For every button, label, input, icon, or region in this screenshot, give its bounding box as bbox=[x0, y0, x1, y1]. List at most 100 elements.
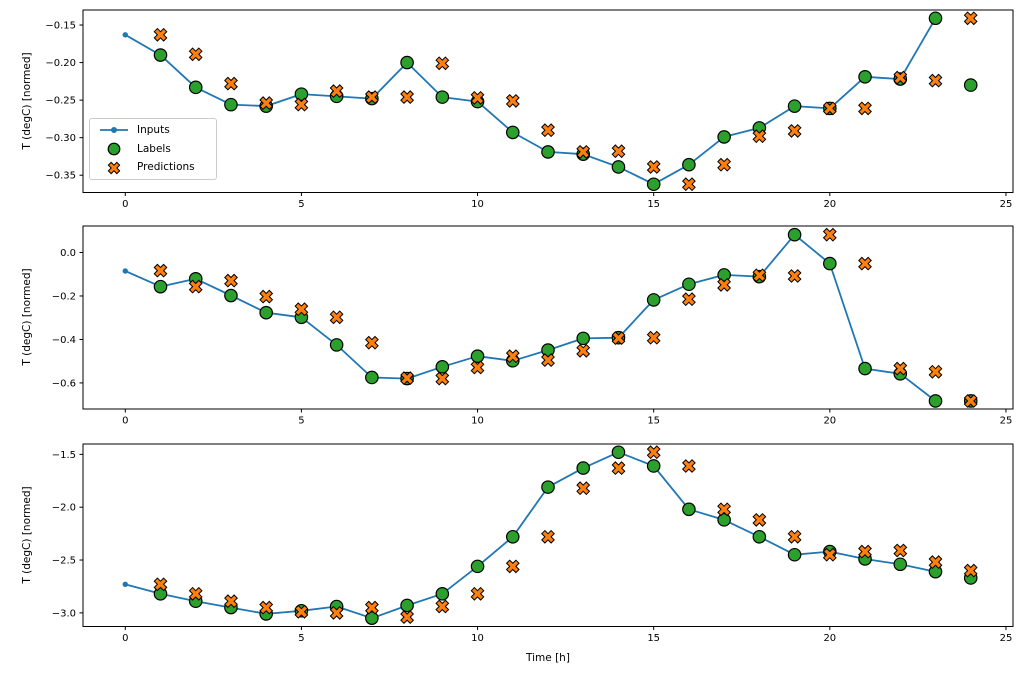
legend-item-inputs: Inputs bbox=[99, 121, 216, 139]
labels-marker bbox=[224, 97, 238, 112]
x-tick-label: 15 bbox=[647, 633, 660, 644]
predictions-marker bbox=[646, 330, 661, 345]
predictions-marker bbox=[893, 543, 908, 558]
predictions-marker bbox=[224, 273, 238, 288]
x-tick-label: 10 bbox=[471, 415, 484, 426]
inputs-line bbox=[125, 451, 936, 620]
y-tick-label: 0.0 bbox=[60, 248, 76, 259]
predictions-marker bbox=[752, 129, 767, 144]
inputs-marker bbox=[122, 32, 128, 38]
predictions-marker bbox=[893, 361, 908, 376]
predictions-marker bbox=[752, 512, 767, 527]
labels-marker bbox=[400, 55, 414, 70]
labels-marker bbox=[329, 338, 344, 352]
predictions-marker bbox=[400, 610, 415, 625]
labels-marker bbox=[858, 70, 872, 84]
legend-label-labels: Labels bbox=[137, 142, 171, 155]
predictions-marker bbox=[611, 331, 626, 346]
labels-marker bbox=[611, 160, 626, 174]
predictions-marker bbox=[153, 27, 168, 42]
x-tick-label: 0 bbox=[122, 633, 128, 644]
labels-marker bbox=[928, 11, 943, 26]
predictions-marker bbox=[611, 461, 626, 476]
predictions-marker bbox=[294, 302, 309, 317]
inputs-line bbox=[124, 17, 937, 186]
labels-marker bbox=[717, 513, 731, 527]
labels-marker bbox=[646, 293, 661, 307]
predictions-marker bbox=[681, 177, 696, 192]
inputs-marker bbox=[122, 268, 128, 274]
x-tick-label: 25 bbox=[1000, 415, 1013, 426]
labels-marker bbox=[893, 557, 908, 572]
predictions-marker bbox=[470, 586, 485, 601]
x-tick-label: 20 bbox=[823, 633, 836, 644]
labels-marker bbox=[682, 157, 696, 172]
labels-marker bbox=[646, 177, 661, 192]
y-axis-label-top: T (degC) [normed] bbox=[21, 52, 33, 150]
predictions-marker bbox=[505, 349, 520, 364]
predictions-marker bbox=[400, 90, 415, 105]
labels-marker bbox=[787, 99, 802, 113]
labels-marker bbox=[682, 277, 696, 292]
legend-item-labels: Labels bbox=[99, 140, 216, 158]
x-tick-label: 25 bbox=[1000, 199, 1013, 210]
predictions-marker bbox=[858, 256, 872, 271]
labels-marker bbox=[858, 361, 872, 376]
predictions-marker bbox=[822, 227, 837, 242]
predictions-marker bbox=[329, 310, 344, 325]
labels-marker bbox=[365, 611, 379, 625]
legend-label-inputs: Inputs bbox=[137, 124, 170, 137]
predictions-marker bbox=[470, 90, 485, 105]
predictions-x-icon bbox=[107, 161, 121, 175]
labels-marker bbox=[682, 502, 696, 517]
predictions-marker bbox=[541, 123, 555, 138]
y-tick-label: −0.25 bbox=[45, 96, 76, 107]
x-tick-label: 20 bbox=[823, 415, 836, 426]
predictions-marker bbox=[717, 157, 732, 172]
inputs-series bbox=[122, 231, 939, 404]
y-tick-label: −0.20 bbox=[45, 58, 76, 69]
labels-marker bbox=[400, 598, 414, 613]
predictions-marker bbox=[681, 292, 696, 307]
predictions-marker bbox=[541, 529, 555, 544]
predictions-marker bbox=[928, 364, 943, 379]
x-tick-label: 0 bbox=[122, 415, 128, 426]
predictions-marker bbox=[364, 600, 379, 615]
predictions-marker bbox=[822, 101, 837, 116]
y-tick-label: −0.2 bbox=[52, 291, 76, 302]
predictions-marker bbox=[153, 263, 168, 278]
labels-marker bbox=[435, 360, 450, 374]
legend-box: Inputs Labels Predictions bbox=[89, 118, 217, 180]
y-axis-label-bottom: T (degC) [normed] bbox=[21, 486, 33, 584]
predictions-marker bbox=[188, 586, 203, 601]
labels-marker bbox=[259, 305, 273, 320]
predictions-marker bbox=[646, 160, 661, 174]
predictions-series bbox=[153, 227, 978, 408]
predictions-marker bbox=[576, 481, 591, 496]
predictions-marker bbox=[470, 360, 485, 375]
axes-frame bbox=[82, 443, 1014, 627]
labels-series bbox=[153, 445, 978, 625]
labels-marker bbox=[611, 445, 626, 460]
x-tick-label: 5 bbox=[298, 199, 304, 210]
x-tick-label: 0 bbox=[122, 199, 128, 210]
predictions-marker bbox=[858, 101, 872, 116]
predictions-marker bbox=[787, 269, 802, 283]
predictions-marker bbox=[329, 605, 344, 620]
predictions-marker bbox=[188, 47, 203, 62]
labels-marker bbox=[153, 279, 168, 294]
labels-marker bbox=[505, 529, 520, 544]
predictions-marker bbox=[928, 555, 943, 570]
predictions-marker bbox=[259, 289, 274, 304]
predictions-marker bbox=[435, 371, 450, 386]
y-tick-label: −0.6 bbox=[52, 378, 76, 389]
predictions-marker bbox=[717, 277, 732, 292]
x-tick-label: 15 bbox=[647, 415, 660, 426]
labels-marker bbox=[928, 394, 943, 408]
labels-series bbox=[153, 227, 978, 408]
x-tick-label: 10 bbox=[471, 633, 484, 644]
labels-marker bbox=[823, 256, 837, 271]
labels-marker bbox=[435, 587, 450, 601]
predictions-marker bbox=[259, 600, 274, 615]
